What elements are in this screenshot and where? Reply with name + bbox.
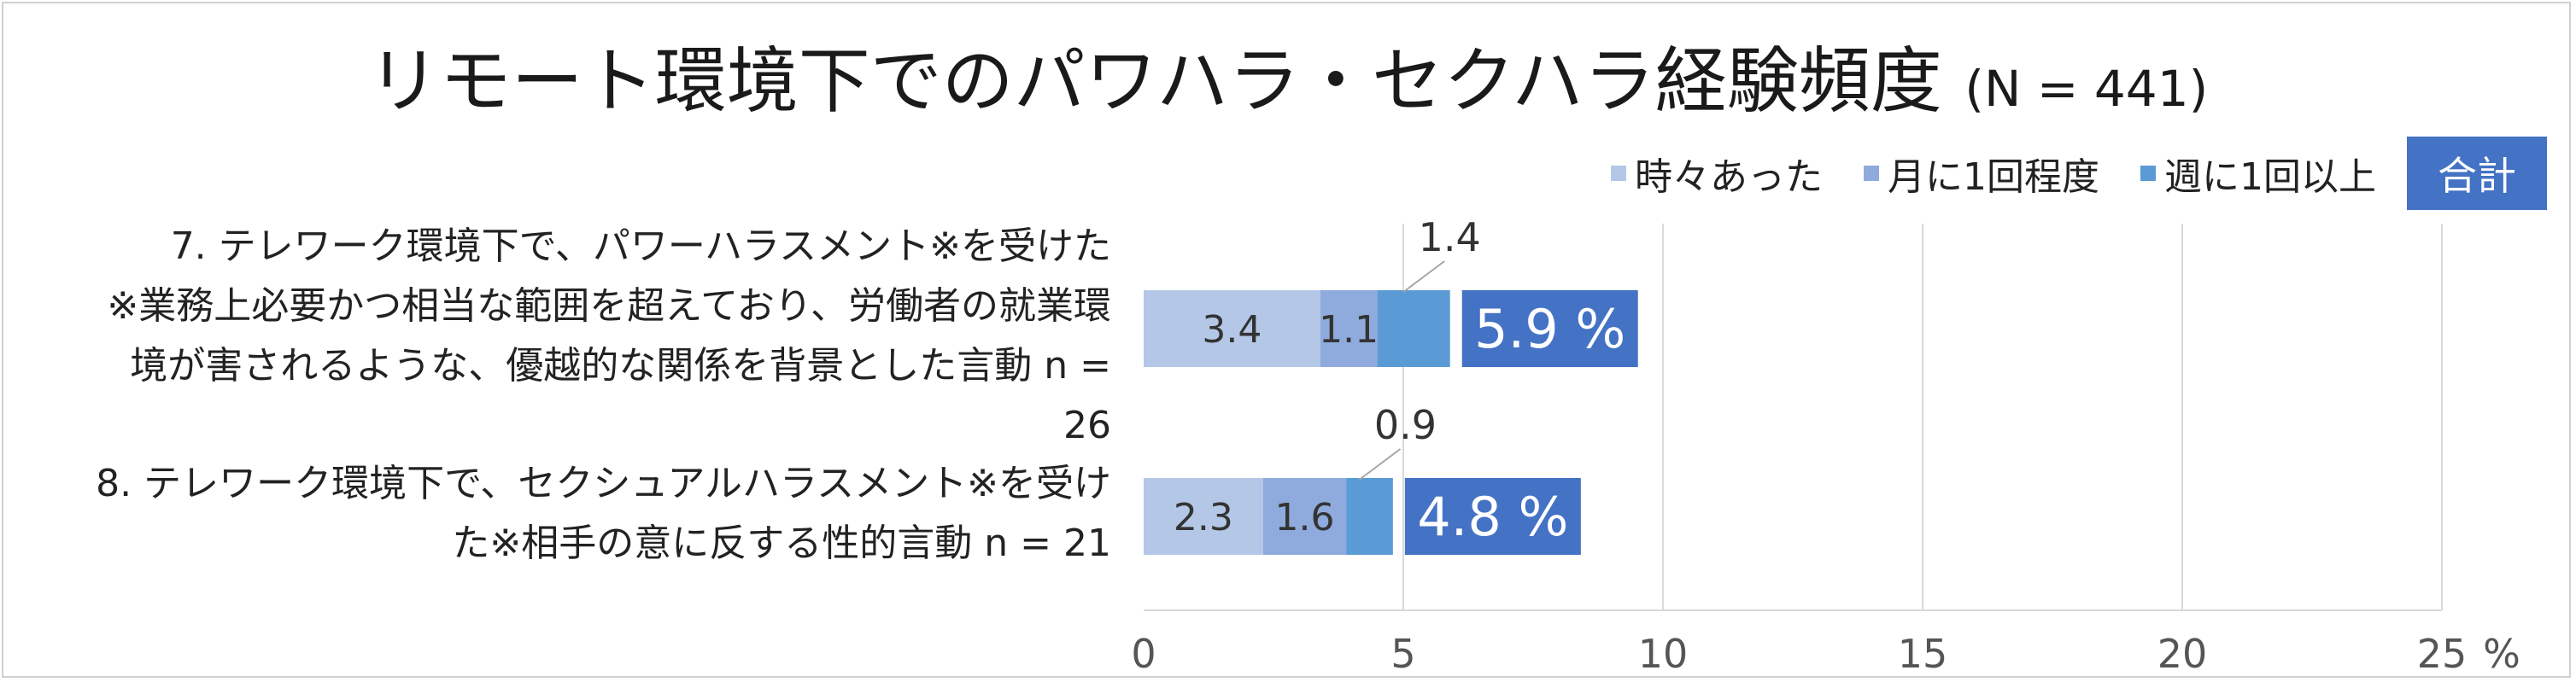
leader-line-1 bbox=[1358, 448, 1402, 481]
legend-item-occasional: 時々あった bbox=[1611, 146, 1823, 201]
bar-value-label-0-2: 1.4 bbox=[1419, 214, 1481, 260]
total-label-1: 4.8 % bbox=[1417, 486, 1568, 548]
bar-value-label-1-1: 1.6 bbox=[1274, 496, 1334, 539]
leader-line-0 bbox=[1402, 260, 1445, 293]
x-tick-label-25: 25 bbox=[2417, 631, 2468, 677]
category-label-power-harassment: 7. テレワーク環境下で、パワーハラスメント※を受けた ※業務上必要かつ相当な範… bbox=[107, 224, 1111, 447]
legend-label-monthly: 月に1回程度 bbox=[1888, 155, 2099, 199]
legend: 時々あった 月に1回程度 週に1回以上 合計 bbox=[1611, 137, 2547, 210]
x-tick-label-10: 10 bbox=[1638, 631, 1689, 677]
chart-title-text: リモート環境下でのパワハラ・セクハラ経験頻度 bbox=[367, 39, 1942, 123]
legend-item-monthly: 月に1回程度 bbox=[1864, 146, 2099, 201]
total-label-0: 5.9 % bbox=[1474, 298, 1625, 360]
bar-segment-0-2 bbox=[1377, 290, 1450, 367]
bar-value-label-0-0: 3.4 bbox=[1202, 308, 1262, 352]
legend-label-occasional: 時々あった bbox=[1635, 155, 1823, 199]
total-box-1 bbox=[1404, 478, 1581, 555]
bar-segment-1-1 bbox=[1262, 478, 1347, 555]
x-tick-label-20: 20 bbox=[2157, 631, 2208, 677]
bar-segment-0-0 bbox=[1144, 290, 1320, 367]
legend-total: 合計 bbox=[2407, 137, 2547, 210]
legend-swatch-monthly bbox=[1864, 166, 1879, 181]
category-label-sexual-harassment: 8. テレワーク環境下で、セクシュアルハラスメント※を受け た※相手の意に反する… bbox=[96, 462, 1111, 565]
bar-segment-1-2 bbox=[1346, 478, 1393, 555]
x-axis-unit: % bbox=[2483, 631, 2520, 677]
x-tick-label-5: 5 bbox=[1390, 631, 1415, 677]
bar-value-label-1-2: 0.9 bbox=[1374, 402, 1437, 448]
total-box-0 bbox=[1461, 290, 1638, 367]
x-tick-label-0: 0 bbox=[1131, 631, 1156, 677]
bar-segment-0-1 bbox=[1320, 290, 1378, 367]
legend-label-weekly: 週に1回以上 bbox=[2164, 155, 2376, 199]
chart-title: リモート環境下でのパワハラ・セクハラ経験頻度 (N = 441) bbox=[0, 34, 2576, 136]
legend-swatch-weekly bbox=[2140, 166, 2156, 181]
bar-value-label-1-0: 2.3 bbox=[1174, 496, 1233, 539]
chart-title-n: (N = 441) bbox=[1964, 60, 2209, 118]
legend-swatch-occasional bbox=[1611, 166, 1626, 181]
bar-segment-1-0 bbox=[1144, 478, 1263, 555]
x-tick-label-15: 15 bbox=[1898, 631, 1948, 677]
bar-value-label-0-1: 1.1 bbox=[1319, 308, 1379, 352]
legend-item-weekly: 週に1回以上 bbox=[2140, 146, 2376, 201]
